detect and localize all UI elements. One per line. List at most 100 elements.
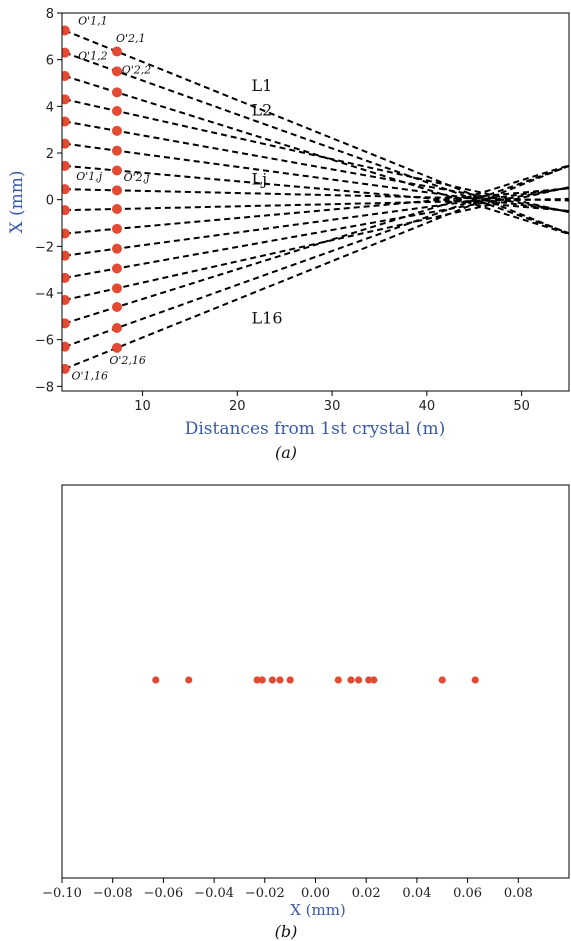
line-label: L1 (252, 76, 273, 95)
crystal1-point (62, 341, 70, 352)
crystal2-point (111, 165, 122, 176)
y-tick-label-a: 0 (46, 194, 54, 209)
crystal1-point (62, 116, 70, 127)
x-tick-label-a: 40 (419, 399, 436, 414)
beam-line (64, 164, 569, 325)
line-label: L2 (252, 101, 273, 120)
scatter-point (152, 676, 160, 684)
point-annotation: O'1,1 (78, 15, 108, 28)
y-tick-label-a: −2 (35, 240, 54, 255)
beam-line (64, 186, 569, 257)
crystal2-point (111, 66, 122, 77)
crystal2-point (111, 87, 122, 98)
crystal1-point (62, 363, 70, 374)
plot-frame-a (61, 12, 570, 392)
scatter-point (365, 676, 373, 684)
crystal1-point (62, 228, 70, 239)
scatter-point (438, 676, 446, 684)
crystal2-point (111, 185, 122, 196)
crystal1-point (62, 71, 70, 81)
x-tick-label-b: −0.04 (194, 886, 234, 901)
beam-line (64, 51, 569, 235)
crystal1-point (62, 250, 70, 261)
crystal1-point (62, 318, 70, 329)
scatter-points (152, 676, 479, 684)
x-axis-label-a: Distances from 1st crystal (m) (185, 419, 446, 439)
crystal2-point (111, 263, 122, 274)
beam-line (64, 120, 569, 213)
plot-frame-b (61, 484, 570, 879)
x-tick-label-b: 0.06 (453, 886, 482, 901)
x-tick-label-b: 0.08 (504, 886, 533, 901)
beam-lines (64, 29, 569, 370)
x-tick-label-b: −0.06 (143, 886, 183, 901)
crystal2-point (111, 125, 122, 136)
point-annotation: O'1,16 (71, 369, 108, 382)
y-axis-label-a: X (mm) (7, 170, 27, 233)
x-tick-label-a: 20 (229, 399, 246, 414)
axis-ticks-a: 10 20 30 40 50 −8 −6 −4 −2 0 2 4 6 8 (35, 7, 530, 414)
y-tick-label-a: 4 (46, 100, 54, 115)
point-annotation: O'2,1 (116, 32, 146, 45)
x-tick-label-b: −0.08 (93, 886, 133, 901)
axis-ticks-b: −0.10 −0.08 −0.06 −0.04 −0.02 0.00 0.02 0.04 0.0… (42, 878, 533, 901)
crystal2-point (111, 204, 122, 214)
x-tick-label-a: 10 (134, 399, 151, 414)
point-annotation: O'2,j (124, 171, 151, 184)
crystal2-point (111, 223, 122, 234)
x-tick-label-a: 30 (324, 399, 341, 414)
panel-a: L1 L2 Lj L16 O'1,1 O'2,1 O'1,2 O'2,2 O'1,j O'2,j O… (7, 7, 570, 462)
crystal1-point (62, 47, 70, 58)
scatter-point (347, 676, 355, 684)
crystal2-point (111, 46, 122, 57)
x-tick-label-b: −0.02 (245, 886, 285, 901)
crystal2-point (111, 283, 122, 294)
point-annotation: O'1,j (76, 170, 103, 183)
annotations: L1 L2 Lj L16 O'1,1 O'2,1 O'1,2 O'2,2 O'1,j O'2,j O… (71, 15, 282, 383)
beam-line (64, 98, 569, 214)
scatter-point (185, 676, 193, 684)
y-tick-label-a: −4 (35, 287, 54, 302)
x-axis-label-b: X (mm) (290, 901, 346, 919)
crystal-points (62, 25, 122, 374)
scatter-point (370, 676, 378, 684)
crystal1-point (62, 160, 70, 171)
beam-line (64, 187, 569, 235)
crystal2-point (111, 145, 122, 156)
crystal2-point (111, 243, 122, 254)
crystal2-point (111, 323, 122, 333)
x-tick-label-b: −0.10 (42, 886, 82, 901)
crystal1-point (62, 25, 70, 36)
point-annotation: O'2,16 (109, 354, 146, 367)
crystal1-point (62, 272, 70, 283)
line-label: L16 (252, 308, 283, 327)
y-tick-label-a: −8 (35, 380, 54, 395)
crystal1-point (62, 94, 70, 105)
scatter-point (334, 676, 342, 684)
line-label: Lj (252, 170, 268, 189)
crystal1-point (62, 184, 70, 195)
y-tick-label-a: −6 (35, 334, 54, 349)
scatter-point (258, 676, 266, 684)
x-tick-label-b: 0.02 (352, 886, 381, 901)
panel-b: −0.10 −0.08 −0.06 −0.04 −0.02 0.00 0.02 0.04 0.0… (42, 484, 570, 941)
x-tick-label-b: 0.04 (402, 886, 431, 901)
y-tick-label-a: 2 (46, 147, 54, 162)
scatter-point (354, 676, 363, 684)
scatter-point (268, 676, 277, 684)
y-tick-label-a: 6 (46, 54, 54, 69)
beam-line (64, 186, 569, 301)
crystal1-point (62, 205, 70, 216)
panel-caption-b: (b) (275, 922, 298, 941)
x-tick-label-b: 0.00 (301, 886, 330, 901)
point-annotation: O'2,2 (122, 64, 152, 77)
scatter-point (471, 676, 479, 684)
scatter-point (253, 676, 261, 684)
point-annotation: O'1,2 (78, 50, 108, 63)
beam-line (64, 197, 569, 212)
crystal2-point (111, 106, 122, 116)
beam-line (64, 29, 569, 235)
beam-line (64, 186, 569, 279)
y-tick-label-a: 8 (46, 7, 54, 22)
